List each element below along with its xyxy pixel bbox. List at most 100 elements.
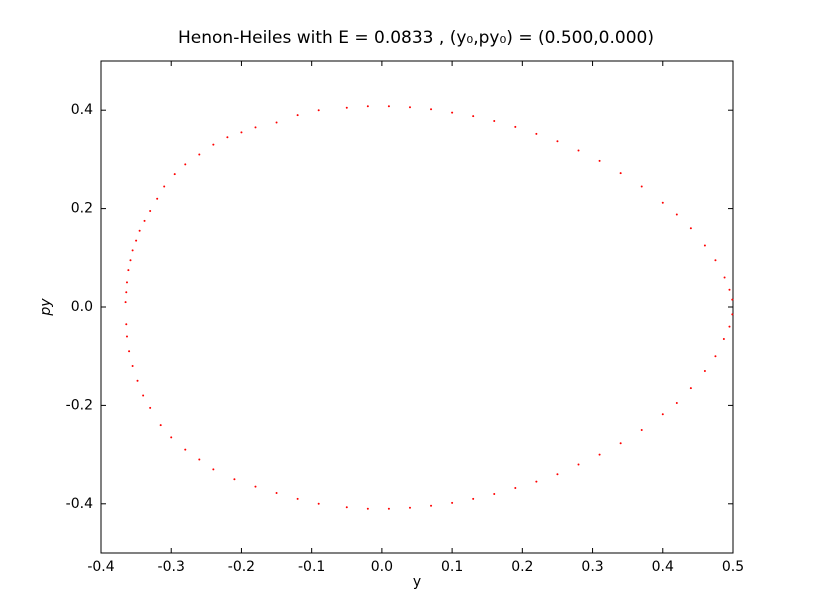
scatter-point [619,172,622,175]
scatter-point [366,507,369,510]
scatter-point [184,163,187,166]
plot-frame [100,60,734,554]
y-axis-label: py [38,298,54,317]
scatter-point [514,487,517,490]
scatter-point [689,227,692,230]
x-tick-label: -0.2 [228,559,255,575]
scatter-point [731,313,734,316]
scatter-point [125,291,128,294]
scatter-point [451,501,454,504]
scatter-point [556,473,559,476]
x-tick-label: 0.0 [371,559,393,575]
scatter-point [296,114,299,117]
scatter-point [366,105,369,108]
y-tick-label: 0.2 [71,201,93,217]
scatter-point [170,436,173,439]
scatter-point [451,111,454,114]
x-tick-label: 0.4 [652,559,674,575]
y-tick-label: 0.0 [71,299,93,315]
scatter-point [129,259,132,262]
x-tick-label: -0.3 [158,559,185,575]
scatter-point [640,185,643,188]
scatter-point [135,239,138,242]
scatter-point [556,140,559,143]
scatter-point [723,276,726,279]
scatter-point [472,497,475,500]
scatter-point [619,442,622,445]
scatter-point [131,249,134,252]
scatter-point [125,323,128,326]
scatter-point [577,149,580,152]
scatter-point [345,106,348,109]
scatter-point [514,125,517,128]
scatter-point [149,210,152,213]
scatter-point [125,335,128,338]
scatter-point [131,365,134,368]
x-tick-label: 0.1 [441,559,463,575]
scatter-point [535,132,538,135]
scatter-point [125,281,128,284]
scatter-point [535,480,538,483]
x-tick-label: -0.1 [298,559,325,575]
scatter-point [254,126,257,129]
scatter-point [598,453,601,456]
scatter-point [212,143,215,146]
scatter-point [408,106,411,109]
scatter-point [689,387,692,390]
x-tick-label: 0.5 [722,559,744,575]
scatter-point [254,485,257,488]
scatter-point [317,109,320,112]
scatter-point [675,401,678,404]
x-tick-label: -0.4 [87,559,114,575]
scatter-point [317,502,320,505]
scatter-point [127,269,130,272]
scatter-point [275,491,278,494]
scatter-point [142,394,145,397]
x-tick-label: 0.3 [581,559,603,575]
scatter-point [728,325,731,328]
x-tick-label: 0.2 [511,559,533,575]
y-tick-label: -0.2 [66,397,93,413]
scatter-point [661,201,664,204]
scatter-point [493,120,496,123]
scatter-point [598,159,601,162]
scatter-point [296,497,299,500]
chart-title: Henon-Heiles with E = 0.0833 , (y₀,py₀) … [178,28,654,48]
scatter-point [661,413,664,416]
scatter-point [430,108,433,111]
scatter-point [240,131,243,134]
scatter-point [731,298,734,301]
scatter-point [143,219,146,222]
scatter-point [703,244,706,247]
scatter-point [198,153,201,156]
scatter-point [212,468,215,471]
scatter-point [233,478,236,481]
scatter-point [472,115,475,118]
scatter-point [198,458,201,461]
scatter-point [408,506,411,509]
scatter-point [128,350,131,353]
scatter-point [226,136,229,139]
scatter-point [703,369,706,372]
scatter-point [640,429,643,431]
scatter-point [728,288,731,291]
scatter-point [163,185,166,188]
scatter-point [159,424,162,427]
x-axis-label: y [413,574,421,590]
scatter-point [138,229,141,232]
y-tick-label: -0.4 [66,496,93,512]
scatter-point [387,105,390,108]
scatter-point [124,301,127,304]
scatter-point [149,406,152,409]
scatter-point [156,197,159,200]
scatter-point [173,173,176,176]
scatter-point [493,492,496,495]
scatter-point [714,355,717,358]
scatter-point [136,379,139,382]
scatter-point [722,337,725,340]
scatter-point [675,213,678,216]
scatter-point [275,121,278,124]
